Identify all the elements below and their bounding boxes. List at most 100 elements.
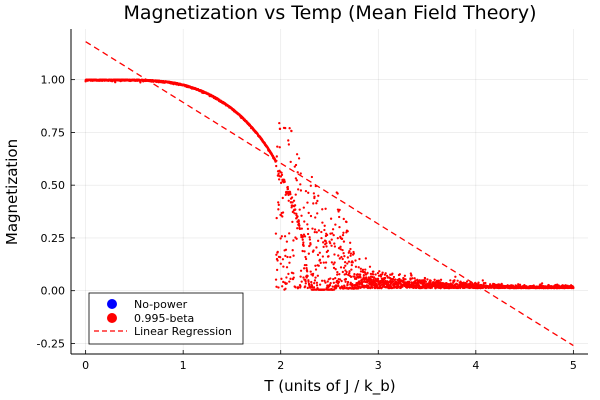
scatter-point (360, 282, 364, 286)
scatter-point (378, 270, 381, 273)
legend: No-power 0.995-beta Linear Regression (88, 292, 244, 345)
scatter-point (296, 171, 299, 174)
scatter-point (298, 224, 301, 227)
scatter-point (353, 272, 356, 276)
scatter-point (309, 214, 313, 218)
scatter-point (359, 270, 363, 273)
scatter-point (374, 273, 377, 276)
scatter-point (275, 164, 278, 168)
scatter-point (286, 255, 289, 259)
scatter-point (346, 282, 349, 286)
scatter-point (314, 268, 318, 271)
scatter-point (334, 268, 337, 271)
scatter-point (346, 280, 350, 284)
scatter-point (306, 232, 310, 236)
scatter-point (318, 283, 322, 286)
scatter-point (312, 192, 316, 195)
scatter-point (308, 236, 311, 239)
scatter-point (299, 172, 302, 175)
scatter-point (397, 285, 400, 288)
scatter-point (281, 211, 285, 214)
scatter-point (307, 252, 310, 255)
scatter-point (313, 282, 316, 285)
scatter-point (343, 287, 347, 290)
scatter-point (280, 171, 283, 174)
scatter-point (379, 275, 383, 278)
scatter-point (313, 195, 316, 198)
scatter-point (301, 235, 305, 238)
scatter-point (349, 252, 353, 255)
scatter-point (322, 261, 325, 264)
scatter-point (304, 285, 307, 288)
scatter-point (306, 201, 309, 204)
legend-label-linear-regression: Linear Regression (134, 325, 232, 338)
scatter-point (282, 265, 285, 268)
scatter-point (305, 267, 308, 270)
scatter-point (312, 286, 316, 289)
scatter-point (290, 129, 293, 133)
scatter-point (299, 275, 302, 278)
scatter-point (337, 210, 340, 213)
scatter-point (350, 268, 353, 271)
scatter-point (329, 277, 332, 280)
scatter-point (394, 278, 397, 281)
scatter-point (333, 245, 337, 248)
x-axis-label: T (units of J / k_b) (263, 377, 395, 396)
scatter-point (302, 233, 306, 236)
scatter-point (323, 288, 326, 291)
scatter-point (342, 217, 345, 221)
scatter-point (296, 286, 300, 289)
y-tick-label: 1.00 (41, 74, 66, 87)
scatter-point (297, 188, 300, 191)
scatter-point (337, 254, 340, 257)
scatter-point (277, 203, 280, 206)
scatter-point (346, 262, 349, 265)
scatter-point (343, 255, 346, 258)
scatter-point (398, 273, 402, 276)
scatter-point (326, 280, 329, 283)
scatter-point (314, 276, 317, 279)
scatter-point (280, 235, 283, 238)
scatter-point (302, 241, 305, 244)
scatter-point (371, 286, 374, 289)
scatter-point (315, 281, 319, 284)
scatter-point (292, 254, 295, 257)
scatter-point (340, 255, 343, 259)
scatter-point (294, 163, 298, 167)
scatter-point (286, 185, 289, 189)
scatter-point (349, 241, 352, 244)
scatter-point (323, 224, 326, 227)
scatter-point (287, 143, 291, 146)
scatter-point (294, 177, 298, 180)
scatter-point (332, 266, 336, 270)
x-tick-label: 2 (277, 359, 284, 372)
scatter-point (277, 172, 280, 175)
scatter-point (307, 211, 310, 215)
scatter-point (285, 276, 288, 279)
scatter-point (275, 253, 278, 256)
scatter-point (572, 286, 575, 290)
scatter-point (340, 237, 344, 240)
scatter-point (341, 257, 344, 261)
scatter-point (332, 281, 335, 284)
scatter-point (327, 255, 330, 258)
scatter-point (322, 241, 325, 244)
scatter-point (288, 191, 292, 194)
scatter-point (317, 264, 320, 267)
scatter-point (304, 282, 307, 285)
scatter-point (290, 196, 294, 199)
scatter-point (392, 280, 395, 283)
scatter-point (309, 270, 312, 273)
scatter-point (276, 259, 279, 262)
scatter-point (305, 264, 308, 267)
scatter-point (377, 274, 381, 277)
scatter-point (297, 157, 301, 160)
scatter-point (311, 286, 314, 289)
scatter-point (426, 278, 429, 281)
scatter-point (372, 270, 375, 273)
scatter-point (280, 173, 284, 177)
scatter-point (329, 217, 333, 220)
scatter-point (303, 220, 306, 223)
scatter-point (344, 277, 348, 281)
